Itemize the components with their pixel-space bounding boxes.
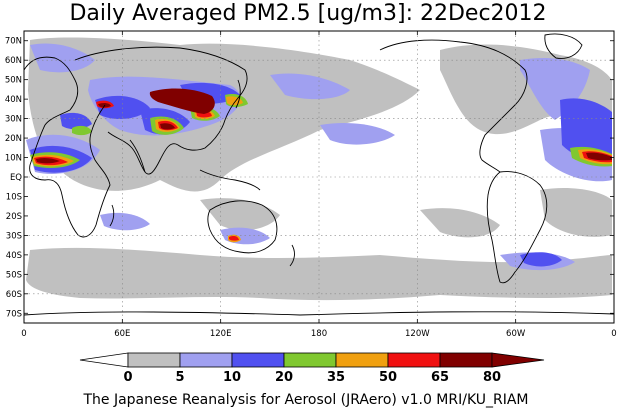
colorbar-level-label: 50 bbox=[379, 370, 397, 385]
lon-tick-label: 120W bbox=[405, 329, 430, 339]
lat-tick-label: 30N bbox=[5, 115, 22, 125]
colorbar-level-label: 5 bbox=[175, 370, 184, 385]
lat-tick-label: 30S bbox=[6, 231, 22, 241]
colorbar-segment bbox=[387, 352, 441, 368]
lon-tick-label: 120E bbox=[210, 329, 232, 339]
colorbar-segment bbox=[439, 352, 493, 368]
lon-tick-label: 180 bbox=[311, 329, 327, 339]
colorbar-segment bbox=[179, 352, 233, 368]
madagascar-coast bbox=[109, 204, 115, 227]
lat-tick-label: 70S bbox=[6, 309, 22, 319]
map-area: 70N 60N 50N 40N 30N 20N 10N EQ 10S 20S 30S 40S 50S 60… bbox=[5, 30, 617, 339]
colorbar-segment bbox=[335, 352, 389, 368]
south-america-coast bbox=[486, 171, 548, 284]
colorbar: 0 5 10 20 35 50 65 80 bbox=[79, 352, 545, 385]
colorbar-segment bbox=[231, 352, 285, 368]
lon-tick-label: 0 bbox=[611, 329, 616, 339]
india-coast bbox=[129, 139, 146, 173]
credit-line: The Japanese Reanalysis for Aerosol (JRA… bbox=[82, 392, 528, 408]
colorbar-segment bbox=[127, 352, 181, 368]
lat-tick-label: 10N bbox=[5, 154, 22, 164]
north-america-coast bbox=[379, 39, 528, 173]
new-zealand-coast bbox=[289, 244, 295, 267]
lat-tick-label: 50S bbox=[6, 270, 22, 280]
lon-tick-label: 60W bbox=[506, 329, 526, 339]
lat-tick-label: 10S bbox=[6, 192, 22, 202]
lat-tick-label: 20N bbox=[5, 134, 22, 144]
longitude-ticks: 0 60E 120E 180 120W 60W 0 bbox=[21, 31, 617, 339]
colorbar-level-label: 80 bbox=[483, 370, 501, 385]
colorbar-arrow-low bbox=[79, 352, 129, 368]
colorbar-level-label: 65 bbox=[431, 370, 449, 385]
lat-tick-label: 40N bbox=[5, 95, 22, 105]
lat-tick-label: EQ bbox=[10, 173, 22, 183]
lat-tick-label: 70N bbox=[5, 37, 22, 47]
colorbar-level-label: 10 bbox=[223, 370, 241, 385]
lat-tick-label: 40S bbox=[6, 251, 22, 261]
lon-tick-label: 0 bbox=[21, 329, 26, 339]
pm25-field bbox=[26, 37, 612, 301]
colorbar-level-label: 20 bbox=[275, 370, 293, 385]
pm25-level-80-plus bbox=[36, 88, 612, 164]
lat-tick-label: 50N bbox=[5, 76, 22, 86]
lon-tick-label: 60E bbox=[114, 329, 130, 339]
colorbar-arrow-high bbox=[491, 352, 545, 368]
colorbar-level-label: 35 bbox=[327, 370, 345, 385]
greenland-coast bbox=[544, 33, 583, 59]
colorbar-level-label: 0 bbox=[123, 370, 132, 385]
gridlines bbox=[24, 31, 614, 323]
colorbar-segment bbox=[283, 352, 337, 368]
antarctica-coast bbox=[24, 311, 614, 316]
lat-tick-label: 60S bbox=[6, 290, 22, 300]
lat-tick-label: 60N bbox=[5, 56, 22, 66]
japan-coast bbox=[235, 79, 241, 109]
africa-europe-coast bbox=[24, 56, 111, 238]
indonesia-coast bbox=[199, 169, 261, 191]
map-title: Daily Averaged PM2.5 [ug/m3]: 22Dec2012 bbox=[69, 1, 546, 26]
latitude-ticks: 70N 60N 50N 40N 30N 20N 10N EQ 10S 20S 30S 40S 50S 60… bbox=[5, 37, 614, 319]
asia-coast bbox=[74, 46, 248, 175]
lat-tick-label: 20S bbox=[6, 212, 22, 222]
australia-coast bbox=[207, 200, 278, 254]
coastlines bbox=[24, 33, 614, 316]
